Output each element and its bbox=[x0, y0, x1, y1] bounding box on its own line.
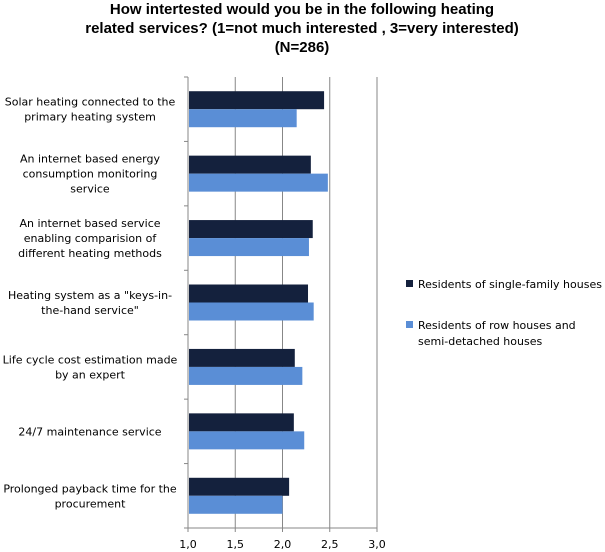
tick-labels: 1,0 1,5 2,0 2,5 3,0 bbox=[179, 538, 386, 551]
category-label: An internet based energy bbox=[20, 153, 160, 166]
bar-series-2 bbox=[189, 238, 309, 257]
category-label: by an expert bbox=[55, 368, 126, 381]
chart-title: How intertested would you be in the foll… bbox=[85, 1, 519, 56]
bar-series-2 bbox=[189, 366, 303, 385]
bar-series-2 bbox=[189, 431, 305, 450]
category-label: procurement bbox=[55, 497, 127, 510]
category-label: the-hand service" bbox=[41, 304, 139, 317]
category-label: Heating system as a "keys-in- bbox=[8, 289, 172, 302]
bar-series-1 bbox=[189, 477, 290, 496]
category-label: service bbox=[70, 183, 110, 196]
category-label: enabling comparision of bbox=[24, 232, 158, 245]
axes bbox=[184, 76, 378, 532]
chart-title-line: related services? (1=not much interested… bbox=[85, 20, 519, 37]
category-label: Life cycle cost estimation made bbox=[3, 353, 178, 366]
category-label: consumption monitoring bbox=[23, 168, 158, 181]
x-tick-label: 1,0 bbox=[179, 538, 197, 551]
legend-swatch-2 bbox=[406, 321, 413, 328]
category-label: Solar heating connected to the bbox=[5, 96, 176, 109]
legend-label: semi-detached houses bbox=[418, 335, 542, 348]
bar-series-2 bbox=[189, 173, 328, 192]
bar-series-1 bbox=[189, 91, 325, 110]
bar-series-1 bbox=[189, 413, 294, 432]
legend-swatch-1 bbox=[406, 280, 413, 287]
bar-series-2 bbox=[189, 495, 283, 514]
category-labels: Solar heating connected to the primary he… bbox=[3, 96, 178, 511]
bar-series-1 bbox=[189, 284, 309, 303]
x-tick-label: 2,5 bbox=[321, 538, 339, 551]
category-label: An internet based service bbox=[19, 217, 160, 230]
category-label: different heating methods bbox=[18, 247, 162, 260]
category-label: primary heating system bbox=[24, 111, 156, 124]
chart-title-line: How intertested would you be in the foll… bbox=[110, 1, 494, 18]
chart-title-line: (N=286) bbox=[275, 39, 330, 56]
legend-label: Residents of row houses and bbox=[418, 319, 576, 332]
bars bbox=[189, 91, 328, 514]
bar-series-1 bbox=[189, 348, 295, 367]
category-label: 24/7 maintenance service bbox=[18, 425, 161, 438]
bar-series-1 bbox=[189, 220, 313, 239]
bar-series-1 bbox=[189, 155, 311, 174]
legend: Residents of single-family houses Residen… bbox=[406, 278, 602, 348]
x-tick-label: 1,5 bbox=[227, 538, 245, 551]
bar-series-2 bbox=[189, 302, 314, 321]
legend-label: Residents of single-family houses bbox=[418, 278, 602, 291]
x-tick-label: 3,0 bbox=[368, 538, 386, 551]
category-label: Prolonged payback time for the bbox=[3, 482, 177, 495]
bar-series-2 bbox=[189, 109, 297, 128]
x-tick-label: 2,0 bbox=[274, 538, 292, 551]
